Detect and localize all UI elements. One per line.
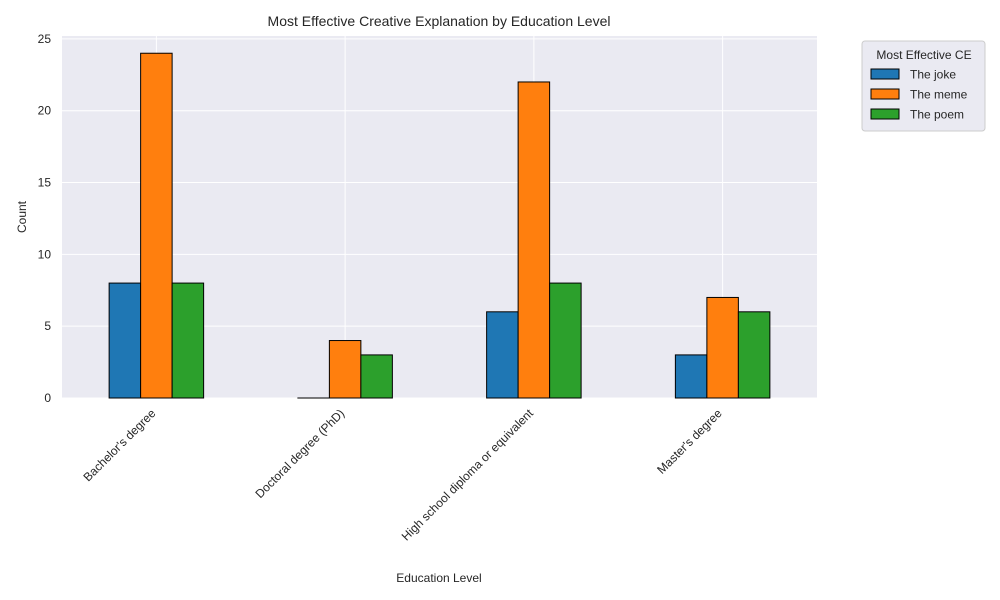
legend-swatch xyxy=(870,108,900,120)
bar xyxy=(328,340,362,399)
x-tick-label: Master's degree xyxy=(654,406,725,477)
x-tick-label: High school diploma or equivalent xyxy=(399,406,537,544)
y-tick-label: 10 xyxy=(38,247,52,261)
bar xyxy=(674,354,708,399)
chart-title: Most Effective Creative Explanation by E… xyxy=(268,13,611,29)
legend-items: The joke The meme The poem xyxy=(870,68,968,122)
bar xyxy=(108,282,142,399)
bar xyxy=(140,52,173,399)
x-tick-label: Doctoral degree (PhD) xyxy=(252,406,347,501)
y-axis-label: Count xyxy=(15,200,29,233)
y-tick-label: 0 xyxy=(44,391,51,405)
legend-label: The poem xyxy=(910,108,964,122)
x-axis-label: Education Level xyxy=(396,571,481,585)
bar xyxy=(706,296,739,399)
bar xyxy=(517,81,551,399)
x-tick-labels: Bachelor's degree Doctoral degree (PhD) Hi… xyxy=(80,406,725,544)
legend-title: Most Effective CE xyxy=(876,48,971,62)
bar xyxy=(486,311,519,399)
bars xyxy=(108,52,771,399)
y-tick-label: 20 xyxy=(38,104,52,118)
legend: Most Effective CE The joke The meme The po… xyxy=(861,40,986,132)
y-tick-label: 15 xyxy=(38,176,52,190)
legend-swatch xyxy=(870,88,900,100)
y-tick-labels: 0 5 10 15 20 25 xyxy=(38,32,52,405)
legend-label: The joke xyxy=(910,68,956,82)
legend-label: The meme xyxy=(910,88,968,102)
x-tick-label: Bachelor's degree xyxy=(80,406,158,484)
bar xyxy=(737,311,771,399)
bar xyxy=(360,354,393,399)
bar xyxy=(171,282,205,399)
bar xyxy=(549,282,582,399)
y-tick-label: 5 xyxy=(44,319,51,333)
y-tick-label: 25 xyxy=(38,32,52,46)
legend-swatch xyxy=(870,68,900,80)
